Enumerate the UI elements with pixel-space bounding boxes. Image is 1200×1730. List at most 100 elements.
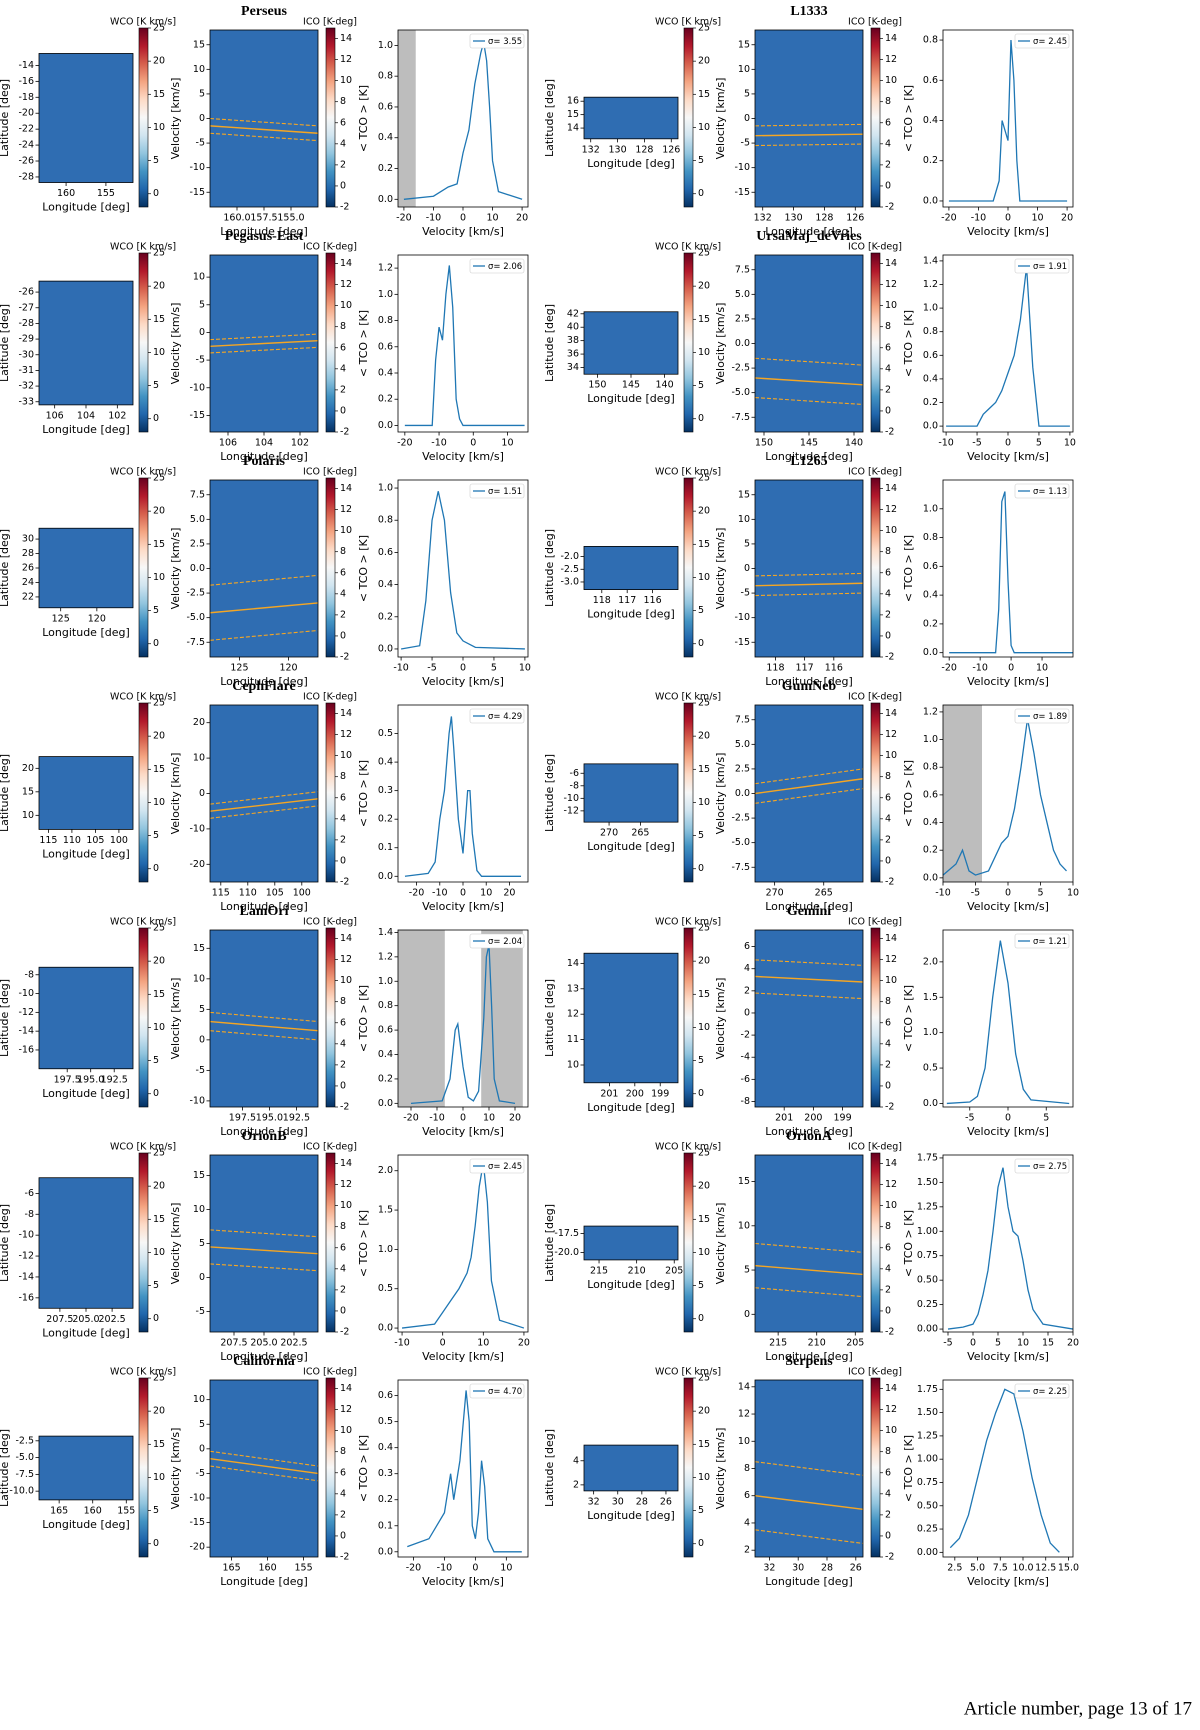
axes-frame: [583, 546, 679, 590]
y-tick-label: 2: [744, 985, 750, 996]
y-tick-label: 0.0: [378, 420, 393, 431]
y-tick-label: 0.0: [378, 871, 393, 882]
x-tick-label: 5: [995, 1338, 1001, 1349]
legend-label: σ= 1.91: [1033, 262, 1067, 272]
x-tick-label: 0: [1008, 663, 1014, 674]
x-tick-label: 5: [1036, 438, 1042, 449]
colorbar-tick-label: 5: [153, 380, 159, 391]
x-tick-label: 117: [796, 663, 814, 674]
legend-label: σ= 2.25: [1033, 1387, 1067, 1397]
y-tick-label: -15: [189, 410, 205, 421]
y-tick-label: 0.5: [378, 1283, 393, 1294]
x-tick-label: -10: [426, 213, 442, 224]
fit-bound: [754, 1461, 864, 1476]
colorbar-tick-label: 0: [698, 413, 704, 424]
colorbar-label: WCO [K km/s]: [655, 692, 721, 703]
colorbar-tick-label: 15: [153, 1214, 165, 1225]
x-tick-label: 110: [239, 888, 257, 899]
colorbar-tick-label: 8: [885, 1221, 891, 1232]
y-axis-label: Latitude [deg]: [0, 304, 11, 382]
y-tick-label: 30: [22, 534, 34, 545]
y-tick-label: 0.4: [923, 373, 938, 384]
x-tick-label: 126: [662, 144, 680, 155]
axes-frame: [583, 1225, 679, 1261]
y-tick-label: 0: [199, 1443, 205, 1454]
y-tick-label: 26: [22, 563, 34, 574]
colorbar-tick-label: 10: [340, 300, 352, 311]
x-axis-label: Longitude [deg]: [587, 1278, 675, 1291]
y-tick-label: 0: [199, 327, 205, 338]
colorbar-tick-label: 8: [340, 996, 346, 1007]
x-axis-label: Longitude [deg]: [42, 847, 130, 860]
colorbar-tick-label: 20: [153, 56, 165, 67]
y-tick-label: -10: [189, 1493, 205, 1504]
y-axis-label: Velocity [km/s]: [714, 978, 727, 1060]
x-axis-label: Longitude [deg]: [42, 1087, 130, 1100]
colorbar-tick-label: 4: [885, 363, 891, 374]
x-tick-label: 102: [291, 438, 309, 449]
y-tick-label: -28: [18, 318, 34, 329]
colorbar-tick-label: 0: [340, 1080, 346, 1091]
colorbar-tick-label: -2: [885, 427, 894, 438]
x-axis-label: Longitude [deg]: [587, 157, 675, 170]
colorbar-tick-label: 20: [153, 956, 165, 967]
colorbar-tick-label: 25: [153, 23, 165, 34]
y-axis-label: < TCO > [K]: [902, 760, 915, 827]
colorbar: [870, 252, 881, 433]
x-tick-label: -10: [972, 663, 988, 674]
colorbar-tick-label: 6: [885, 342, 891, 353]
x-tick-label: 125: [230, 663, 248, 674]
colorbar-tick-label: 12: [885, 729, 897, 740]
image-area: [755, 705, 863, 882]
y-axis-label: Latitude [deg]: [543, 1204, 556, 1282]
colorbar-tick-label: 5: [153, 1055, 159, 1066]
y-tick-label: -8: [25, 969, 34, 980]
colorbar-tick-label: 0: [698, 638, 704, 649]
y-tick-label: -30: [18, 349, 34, 360]
x-tick-label: 0: [460, 213, 466, 224]
colorbar-tick-label: 2: [340, 1509, 346, 1520]
y-tick-label: -5: [741, 588, 750, 599]
colorbar: [325, 1377, 336, 1558]
colorbar-tick-label: 2: [340, 609, 346, 620]
y-tick-label: 24: [22, 577, 34, 588]
colorbar-tick-label: 10: [153, 1022, 165, 1033]
colorbar-tick-label: -2: [340, 202, 349, 213]
colorbar-tick-label: 12: [885, 1404, 897, 1415]
y-tick-label: 0.25: [917, 1524, 938, 1535]
colorbar-label: WCO [K km/s]: [110, 17, 176, 28]
y-axis-label: Latitude [deg]: [543, 1429, 556, 1507]
fit-bound: [209, 1030, 319, 1041]
fit-line: [209, 1246, 319, 1255]
x-tick-label: 201: [600, 1088, 618, 1099]
colorbar-label: ICO [K-deg]: [303, 692, 357, 703]
y-axis-label: Velocity [km/s]: [714, 78, 727, 160]
colorbar-label: WCO [K km/s]: [655, 1367, 721, 1378]
y-tick-label: 15: [193, 1170, 205, 1181]
colorbar-tick-label: 8: [340, 771, 346, 782]
colorbar-tick-label: 0: [153, 863, 159, 874]
y-tick-label: 0.50: [917, 1500, 938, 1511]
colorbar-tick-label: 4: [885, 1038, 891, 1049]
y-tick-label: -27: [18, 302, 34, 313]
colorbar-tick-label: 20: [153, 1181, 165, 1192]
y-tick-label: -2.5: [186, 588, 205, 599]
x-tick-label: -10: [437, 1563, 453, 1574]
colorbar-tick-label: 10: [885, 300, 897, 311]
y-tick-label: 0.0: [923, 872, 938, 883]
image-area: [210, 480, 318, 657]
fit-line: [754, 778, 864, 795]
y-axis-label: < TCO > [K]: [902, 985, 915, 1052]
y-tick-label: -8: [25, 1209, 34, 1220]
y-tick-label: -12: [563, 805, 579, 816]
colorbar-tick-label: 15: [153, 539, 165, 550]
x-tick-label: 157.5: [250, 213, 277, 224]
y-axis-label: Velocity [km/s]: [714, 753, 727, 835]
colorbar: [138, 1377, 149, 1558]
y-tick-label: 5: [199, 1238, 205, 1249]
image-area: [755, 255, 863, 432]
colorbar-tick-label: 12: [340, 729, 352, 740]
image-area: [39, 967, 133, 1069]
y-tick-label: 15: [193, 943, 205, 954]
